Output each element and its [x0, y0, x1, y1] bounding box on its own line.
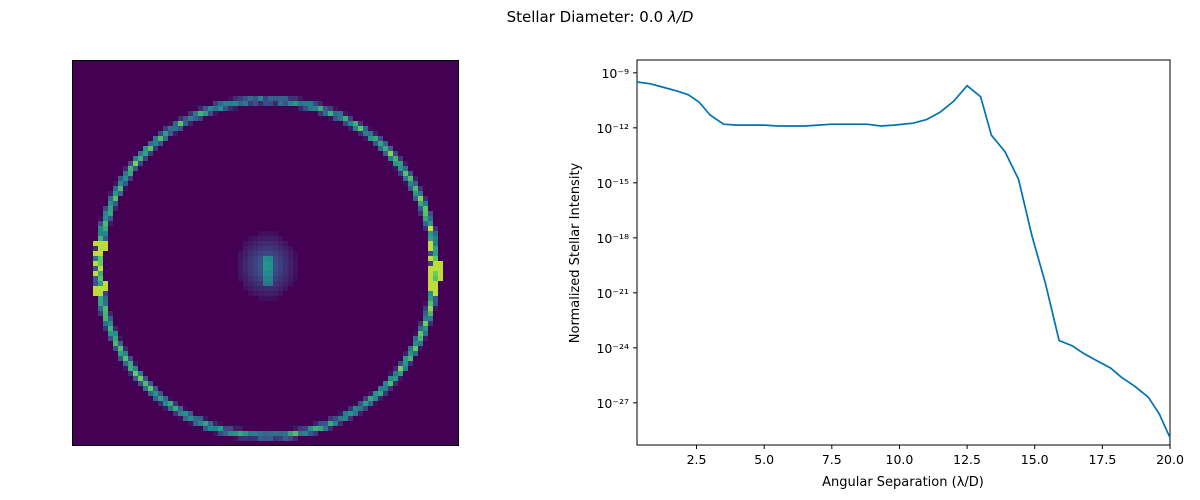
psf-pixels	[93, 96, 443, 441]
y-tick-label: 10⁻¹²	[596, 121, 629, 136]
intensity-series-line	[636, 81, 1171, 439]
y-axis-label: Normalized Stellar Intensity	[568, 162, 583, 343]
y-axis-ticks: 10⁻⁹ 10⁻¹² 10⁻¹⁵ 10⁻¹⁸ 10⁻²¹ 10⁻²⁴ 10⁻²⁷	[596, 66, 637, 411]
y-tick-label: 10⁻²⁴	[596, 341, 629, 356]
psf-image	[93, 96, 443, 441]
plot-area	[636, 59, 1171, 446]
x-tick-label: 10.0	[886, 452, 914, 467]
x-tick-label: 20.0	[1156, 452, 1184, 467]
y-tick-label: 10⁻¹⁵	[596, 176, 629, 191]
x-tick-label: 15.0	[1021, 452, 1049, 467]
y-tick-label: 10⁻²¹	[596, 286, 629, 301]
x-axis-ticks: 2.5 5.0 7.5 10.0 12.5 15.0 17.5 20.0	[687, 445, 1184, 467]
psf-image-panel	[72, 60, 459, 446]
y-tick-label: 10⁻¹⁸	[596, 231, 629, 246]
x-tick-label: 17.5	[1088, 452, 1116, 467]
figure-title: Stellar Diameter: 0.0 λ/D	[506, 8, 694, 26]
y-tick-label: 10⁻⁹	[601, 66, 629, 81]
x-tick-label: 2.5	[687, 452, 707, 467]
x-axis-label: Angular Separation (λ/D)	[822, 475, 984, 490]
y-tick-label: 10⁻²⁷	[596, 396, 629, 411]
x-tick-label: 7.5	[822, 452, 842, 467]
x-tick-label: 5.0	[754, 452, 774, 467]
x-tick-label: 12.5	[953, 452, 981, 467]
